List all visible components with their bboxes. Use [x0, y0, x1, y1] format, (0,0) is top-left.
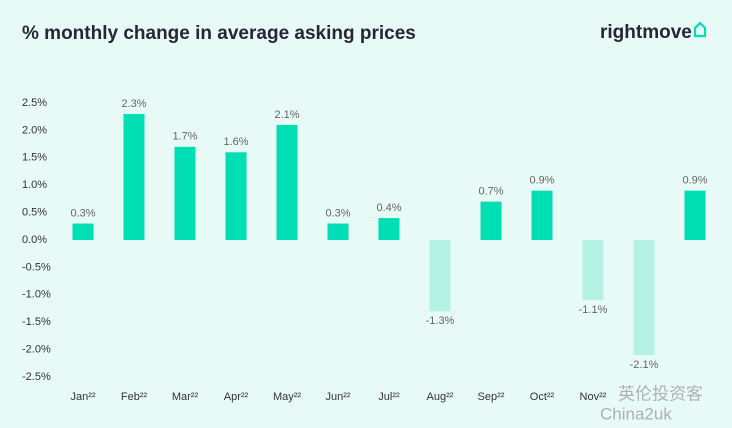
- y-tick-label: 1.0%: [22, 179, 47, 191]
- value-label: 1.6%: [223, 136, 248, 148]
- x-tick-label: Nov²²: [580, 391, 607, 403]
- x-tick-label: May²²: [273, 391, 301, 403]
- y-tick-label: -1.0%: [22, 289, 51, 301]
- bar: [582, 240, 604, 301]
- value-label: 0.3%: [70, 207, 95, 219]
- y-tick-label: 0.5%: [22, 207, 47, 219]
- value-label: -1.3%: [426, 315, 455, 327]
- y-tick-label: 2.0%: [22, 124, 47, 136]
- x-tick-label: Jan²²: [70, 391, 95, 403]
- value-label: 0.7%: [478, 186, 503, 198]
- bar: [123, 113, 145, 240]
- x-tick-label: Apr²²: [224, 391, 249, 403]
- x-tick-label: Jul²²: [378, 391, 400, 403]
- bar: [276, 124, 298, 240]
- value-label: 1.7%: [172, 131, 197, 143]
- bar: [684, 190, 706, 240]
- watermark: 英伦投资客: [618, 384, 703, 403]
- watermark: China2uk: [600, 404, 672, 423]
- y-tick-label: -0.5%: [22, 261, 51, 273]
- x-tick-label: Oct²²: [530, 391, 555, 403]
- bar: [480, 201, 502, 240]
- bar: [531, 190, 553, 240]
- bar: [72, 223, 94, 240]
- y-tick-label: 0.0%: [22, 234, 47, 246]
- bar: [633, 240, 655, 356]
- bar: [378, 218, 400, 240]
- x-tick-label: Aug²²: [427, 391, 454, 403]
- brand-logo: rightmove: [600, 22, 692, 43]
- bar: [429, 240, 451, 312]
- y-tick-label: 2.5%: [22, 97, 47, 109]
- bar: [174, 146, 196, 240]
- value-label: 2.3%: [121, 98, 146, 110]
- x-tick-label: Mar²²: [172, 391, 199, 403]
- bar: [225, 152, 247, 240]
- value-label: -1.1%: [579, 304, 608, 316]
- chart-title: % monthly change in average asking price…: [22, 23, 416, 44]
- value-label: -2.1%: [630, 359, 659, 371]
- value-label: 0.4%: [376, 202, 401, 214]
- x-tick-label: Feb²²: [121, 391, 148, 403]
- x-tick-label: Jun²²: [325, 391, 350, 403]
- y-tick-label: -2.0%: [22, 344, 51, 356]
- value-label: 0.9%: [529, 175, 554, 187]
- x-tick-label: Sep²²: [478, 391, 505, 403]
- bar: [327, 223, 349, 240]
- y-tick-label: 1.5%: [22, 152, 47, 164]
- value-label: 0.9%: [682, 175, 707, 187]
- logo-icon: [693, 21, 707, 38]
- y-tick-label: -1.5%: [22, 316, 51, 328]
- value-label: 0.3%: [325, 207, 350, 219]
- value-label: 2.1%: [274, 109, 299, 121]
- y-tick-label: -2.5%: [22, 371, 51, 383]
